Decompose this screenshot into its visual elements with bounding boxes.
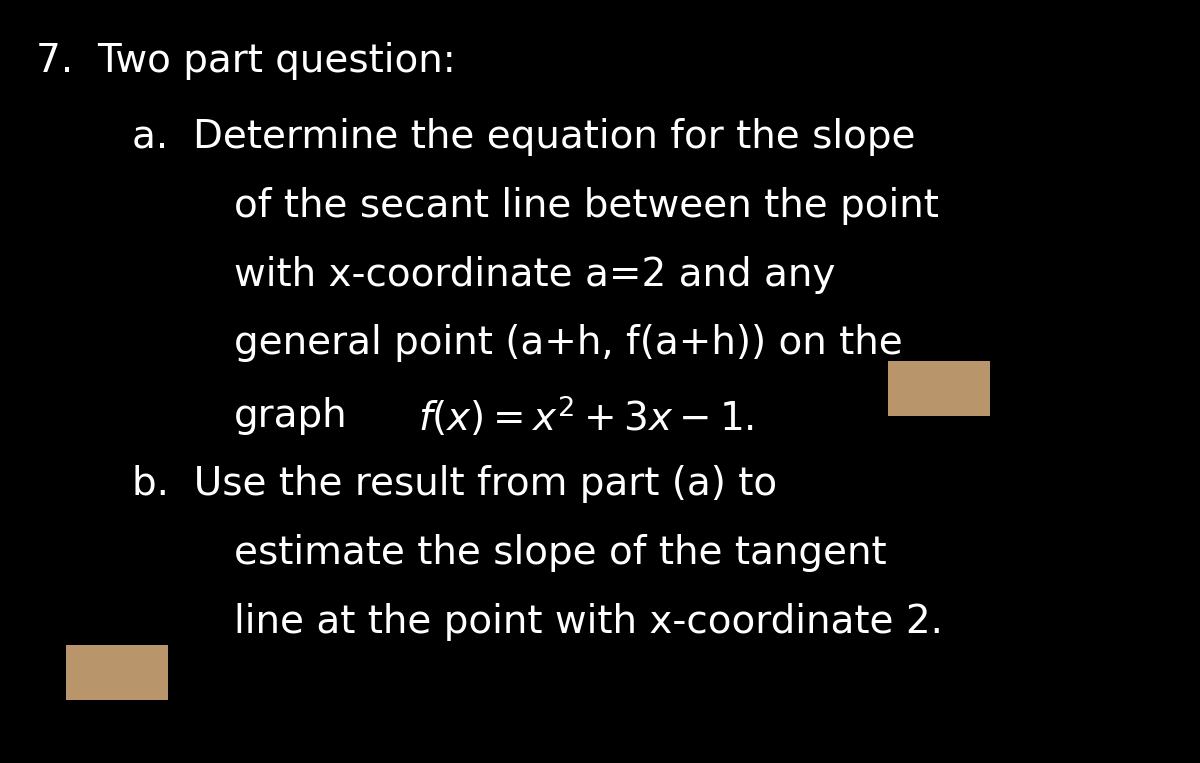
Text: with x-coordinate a=2 and any: with x-coordinate a=2 and any xyxy=(234,256,835,294)
Text: b.  Use the result from part (a) to: b. Use the result from part (a) to xyxy=(132,465,778,504)
Text: of the secant line between the point: of the secant line between the point xyxy=(234,187,938,225)
FancyBboxPatch shape xyxy=(66,645,168,700)
FancyBboxPatch shape xyxy=(888,361,990,416)
Text: estimate the slope of the tangent: estimate the slope of the tangent xyxy=(234,534,887,572)
Text: 7.  Two part question:: 7. Two part question: xyxy=(36,42,456,80)
Text: general point (a+h, f(a+h)) on the: general point (a+h, f(a+h)) on the xyxy=(234,324,902,362)
Text: graph: graph xyxy=(234,397,348,435)
Text: a.  Determine the equation for the slope: a. Determine the equation for the slope xyxy=(132,118,916,156)
Text: $f(x) = x^{2} + 3x - 1.$: $f(x) = x^{2} + 3x - 1.$ xyxy=(418,394,754,439)
Text: line at the point with x-coordinate 2.: line at the point with x-coordinate 2. xyxy=(234,603,943,641)
